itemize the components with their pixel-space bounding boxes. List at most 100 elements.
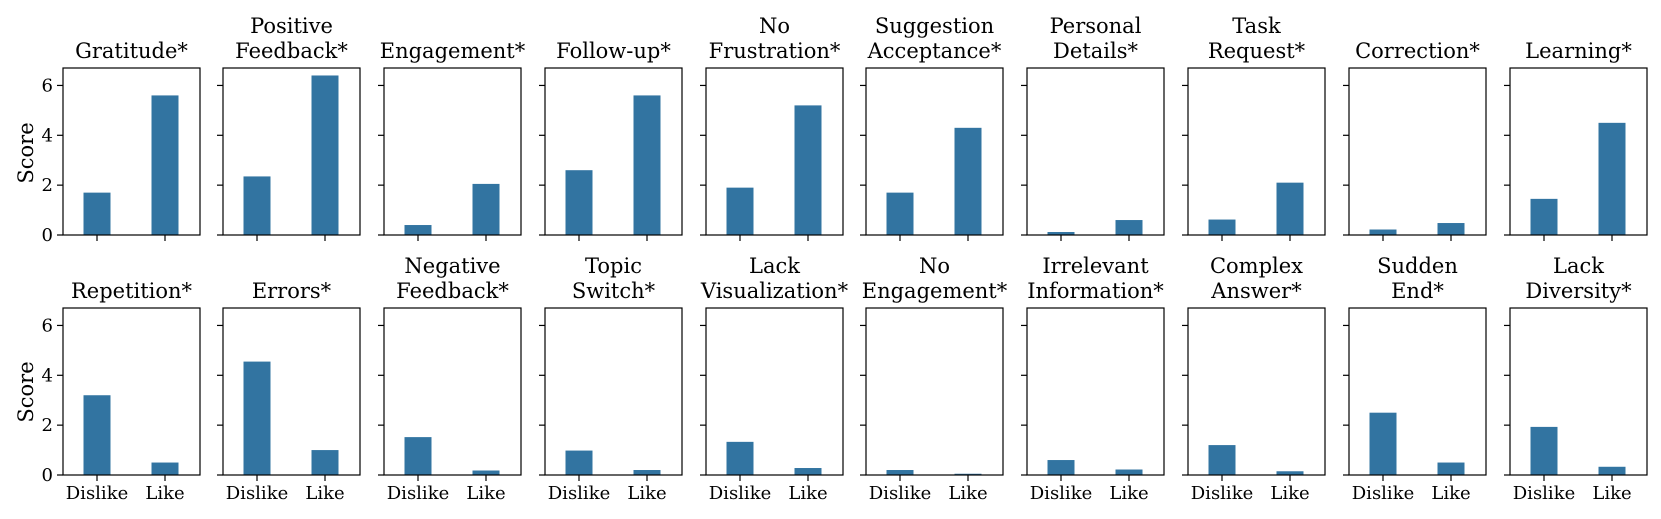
plot-frame: [705, 307, 844, 476]
bar-dislike: [83, 395, 111, 475]
plot-frame: [705, 67, 844, 236]
panel-title: Request*: [1208, 39, 1306, 63]
bar-dislike: [1369, 412, 1397, 475]
panel: Engagement*: [378, 39, 526, 241]
panel: Learning*: [1504, 39, 1648, 241]
bar-like: [472, 183, 500, 235]
bar-dislike: [726, 187, 754, 235]
panel-title: Errors*: [252, 279, 332, 303]
bar-dislike: [1047, 460, 1075, 475]
plot-frame: [1026, 307, 1165, 476]
x-tick-label: Like: [948, 483, 987, 504]
y-tick-label: 0: [42, 465, 53, 486]
bar-dislike: [1369, 229, 1397, 235]
bar-dislike: [886, 470, 914, 475]
plot-frame: [1026, 67, 1165, 236]
plot-frame: [865, 307, 1004, 476]
bar-like: [1437, 223, 1465, 235]
panel-title: No: [759, 14, 790, 38]
plot-frame: [865, 67, 1004, 236]
panel-title: No: [919, 254, 950, 278]
bar-like: [1437, 462, 1465, 475]
x-tick-label: Like: [627, 483, 666, 504]
x-tick-label: Dislike: [1352, 483, 1415, 504]
x-tick-label: Dislike: [1030, 483, 1093, 504]
panel-title: Follow-up*: [556, 39, 671, 63]
panel-title: Personal: [1050, 14, 1142, 38]
x-tick-label: Dislike: [66, 483, 129, 504]
y-tick-label: 6: [42, 75, 53, 96]
panel-title: Details*: [1053, 39, 1138, 63]
bar-dislike: [243, 176, 271, 235]
panel-title: Switch*: [572, 279, 656, 303]
plot-frame: [62, 307, 201, 476]
panel-title: Irrelevant: [1042, 254, 1149, 278]
x-tick-label: Like: [466, 483, 505, 504]
bar-like: [311, 75, 339, 235]
x-tick-label: Like: [1592, 483, 1631, 504]
bar-like: [1115, 220, 1143, 235]
x-tick-label: Dislike: [709, 483, 772, 504]
plot-frame: [222, 307, 361, 476]
x-tick-label: Like: [1109, 483, 1148, 504]
y-tick-label: 6: [42, 315, 53, 336]
panel-title: Lack: [1553, 254, 1604, 278]
y-tick-label: 2: [42, 415, 53, 436]
panel-title: Complex: [1210, 254, 1303, 278]
panel-title: Acceptance*: [867, 39, 1002, 63]
y-tick-label: 2: [42, 175, 53, 196]
panel: Correction*: [1343, 39, 1487, 241]
bar-dislike: [404, 225, 432, 235]
panel: 0 2 4 6 Dislike Like Repetition*: [42, 279, 201, 504]
plot-frame: [544, 307, 683, 476]
y-axis-label-row-2: Score: [14, 361, 38, 422]
x-tick-label: Dislike: [869, 483, 932, 504]
plot-frame: [1348, 307, 1487, 476]
bar-dislike: [1530, 426, 1558, 475]
panel-title: Frustration*: [709, 39, 841, 63]
plot-frame: [383, 67, 522, 236]
bar-dislike: [83, 192, 111, 235]
panel-title: Visualization*: [700, 279, 849, 303]
bar-dislike: [1208, 219, 1236, 235]
plot-frame: [62, 67, 201, 236]
bar-like: [151, 95, 179, 235]
panel-title: Suggestion: [875, 14, 994, 38]
panel-title: Feedback*: [235, 39, 348, 63]
bar-like: [1276, 471, 1304, 475]
panel-title: Topic: [585, 254, 642, 278]
plot-frame: [544, 67, 683, 236]
plot-frame: [383, 307, 522, 476]
x-tick-label: Like: [1431, 483, 1470, 504]
x-tick-label: Dislike: [1191, 483, 1254, 504]
panel-title: Engagement*: [380, 39, 526, 63]
bar-like: [954, 473, 982, 475]
panel: Dislike Like Errors*: [217, 279, 361, 504]
bar-dislike: [1530, 198, 1558, 235]
panel-title: Task: [1232, 14, 1281, 38]
panel-title: Lack: [749, 254, 800, 278]
panel-title: Answer*: [1210, 279, 1302, 303]
bar-dislike: [886, 192, 914, 235]
plot-frame: [1509, 307, 1648, 476]
panel-title: Sudden: [1377, 254, 1458, 278]
panel-title: Repetition*: [71, 279, 193, 303]
x-tick-label: Like: [788, 483, 827, 504]
panel: Follow-up*: [539, 39, 683, 241]
x-tick-label: Like: [1270, 483, 1309, 504]
bar-dislike: [1047, 232, 1075, 235]
bar-like: [633, 470, 661, 475]
panel-title: Positive: [250, 14, 333, 38]
bar-like: [794, 105, 822, 235]
plot-frame: [1187, 307, 1326, 476]
